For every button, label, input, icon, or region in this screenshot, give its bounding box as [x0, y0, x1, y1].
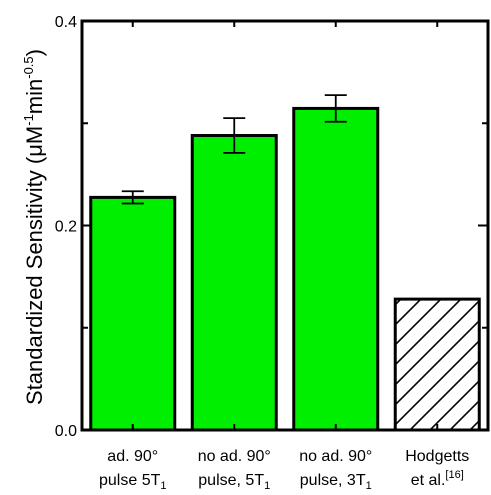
error-bars-group — [121, 94, 347, 205]
y-tick-label-1: 0.0 — [55, 423, 77, 440]
bar-1 — [89, 195, 177, 432]
y-axis-title-part2: min — [22, 79, 47, 114]
category-label-line2-1: pulse 5T1 — [99, 472, 167, 492]
plot-frame — [80, 19, 490, 432]
y-axis-title: Standardized Sensitivity (μM-1min-0.5) — [21, 49, 47, 405]
category-label-line1-3: no ad. 90° — [299, 448, 372, 465]
y-axis-title-sup1: -1 — [21, 114, 36, 126]
category-label-line1-4: Hodgetts — [405, 448, 469, 465]
y-axis-title-part1: Standardized Sensitivity (μM — [22, 126, 47, 405]
y-tick-label-2: 0.2 — [55, 219, 77, 236]
category-label-line2-3: pulse, 3T1 — [300, 472, 372, 492]
category-label-line2-2: pulse, 5T1 — [198, 472, 270, 492]
bars-group — [89, 106, 481, 432]
bar-2 — [190, 134, 278, 432]
category-label-line1-1: ad. 90° — [107, 448, 158, 465]
category-label-line2-4: et al.[16] — [411, 469, 464, 489]
y-axis-title-sup2: -0.5 — [21, 56, 36, 78]
svg-text:Standardized Sensitivity (μM-1: Standardized Sensitivity (μM-1min-0.5) — [21, 49, 47, 405]
y-axis-title-part3: ) — [22, 49, 47, 56]
bar-3 — [292, 106, 380, 432]
bar-4 — [393, 297, 481, 432]
labels-group: ad. 90° pulse 5T1 no ad. 90° pulse, 5T1 no a… — [55, 14, 470, 492]
y-tick-label-3: 0.4 — [55, 14, 77, 31]
category-label-line1-2: no ad. 90° — [198, 448, 271, 465]
